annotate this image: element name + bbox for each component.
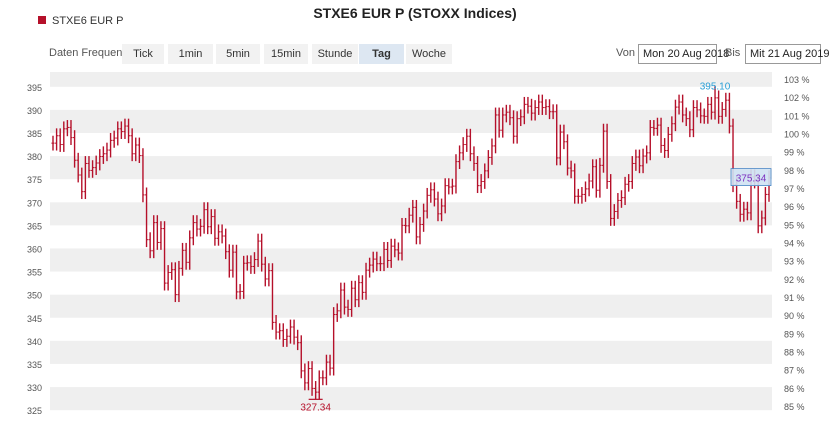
y2-tick-label: 87 % [784, 366, 805, 376]
to-date-input[interactable]: Mit 21 Aug 2019 [745, 44, 830, 64]
y2-tick-label: 102 % [784, 93, 810, 103]
grid-band [50, 202, 772, 226]
grid-band [50, 109, 772, 133]
y2-tick-label: 90 % [784, 311, 805, 321]
y2-tick-label: 89 % [784, 329, 805, 339]
y2-tick-label: 92 % [784, 275, 805, 285]
freq-woche-button[interactable]: Woche [406, 44, 452, 64]
y-tick-label: 355 [27, 268, 42, 278]
y2-tick-label: 98 % [784, 166, 805, 176]
y2-tick-label: 103 % [784, 75, 810, 85]
chart-title: STXE6 EUR P (STOXX Indices) [313, 5, 517, 21]
y-tick-label: 370 [27, 198, 42, 208]
y-tick-label: 385 [27, 129, 42, 139]
to-label: Bis [725, 47, 741, 59]
y2-tick-label: 86 % [784, 384, 805, 394]
grid-band [50, 387, 772, 411]
freq-tag-button[interactable]: Tag [359, 44, 404, 64]
y-tick-label: 345 [27, 314, 42, 324]
grid-band [50, 72, 772, 87]
legend-label: STXE6 EUR P [52, 15, 124, 27]
y2-tick-label: 99 % [784, 148, 805, 158]
y2-tick-label: 88 % [784, 348, 805, 358]
legend: STXE6 EUR P [38, 15, 124, 27]
y-tick-label: 325 [27, 406, 42, 416]
freq-1min-button[interactable]: 1min [168, 44, 213, 64]
grid-band [50, 248, 772, 272]
last-price-label: 375.34 [736, 174, 767, 185]
y2-tick-label: 85 % [784, 402, 805, 412]
y2-tick-label: 91 % [784, 293, 805, 303]
frequency-label: Daten Frequenz [49, 47, 128, 59]
max-annotation: 395.10 [700, 81, 731, 92]
y-tick-label: 330 [27, 383, 42, 393]
legend-swatch [38, 16, 46, 25]
from-date-input[interactable]: Mon 20 Aug 2018 [638, 44, 729, 64]
grid-band [50, 156, 772, 180]
y-tick-label: 390 [27, 106, 42, 116]
y2-tick-label: 101 % [784, 111, 810, 121]
freq-tick-button[interactable]: Tick [122, 44, 164, 64]
y-tick-label: 350 [27, 291, 42, 301]
last-price-box [730, 168, 772, 187]
freq-stunde-button[interactable]: Stunde [312, 44, 358, 64]
y-tick-label: 360 [27, 244, 42, 254]
grid-band [50, 340, 772, 364]
y-tick-label: 340 [27, 337, 42, 347]
freq-5min-button[interactable]: 5min [216, 44, 260, 64]
from-label: Von [616, 47, 635, 59]
y2-tick-label: 95 % [784, 220, 805, 230]
grid-band [50, 294, 772, 318]
y-tick-label: 395 [27, 83, 42, 93]
y-tick-label: 375 [27, 175, 42, 185]
y-tick-label: 335 [27, 360, 42, 370]
y2-tick-label: 93 % [784, 257, 805, 267]
y2-tick-label: 97 % [784, 184, 805, 194]
y2-tick-label: 94 % [784, 239, 805, 249]
min-annotation: 327.34 [300, 402, 331, 413]
y-tick-label: 365 [27, 221, 42, 231]
y2-tick-label: 100 % [784, 130, 810, 140]
freq-15min-button[interactable]: 15min [264, 44, 308, 64]
y2-tick-label: 96 % [784, 202, 805, 212]
y-tick-label: 380 [27, 152, 42, 162]
